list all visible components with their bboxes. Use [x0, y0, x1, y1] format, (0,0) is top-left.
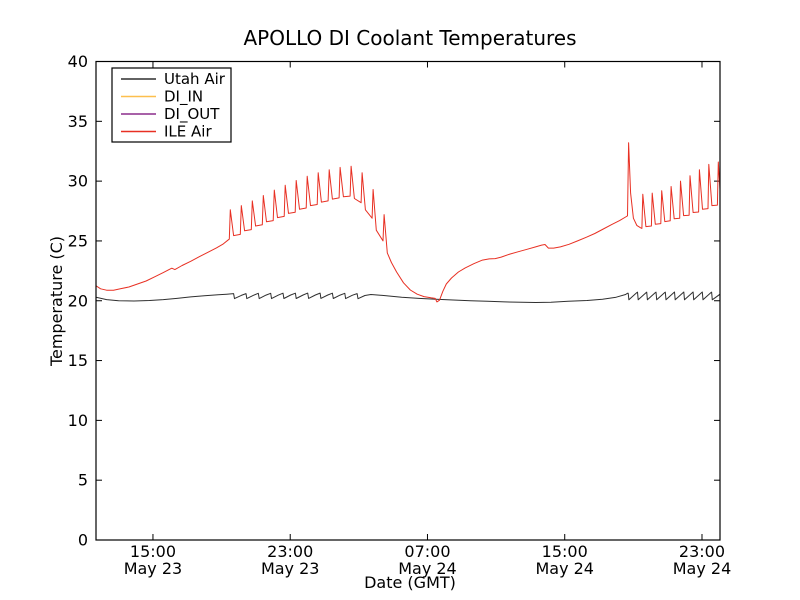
x-tick-time-label: 15:00 [130, 542, 176, 561]
series-line-ile-air [96, 142, 720, 303]
y-tick-label: 0 [78, 531, 88, 550]
x-tick-date-label: May 23 [124, 559, 183, 578]
y-tick-label: 30 [68, 172, 88, 191]
x-tick-date-label: May 24 [398, 559, 457, 578]
x-tick-time-label: 07:00 [404, 542, 450, 561]
y-tick-label: 35 [68, 112, 88, 131]
y-tick-label: 25 [68, 231, 88, 250]
x-tick-time-label: 15:00 [542, 542, 588, 561]
x-tick-date-label: May 24 [673, 559, 732, 578]
legend-label: Utah Air [164, 70, 226, 88]
y-tick-label: 10 [68, 411, 88, 430]
x-tick-time-label: 23:00 [267, 542, 313, 561]
y-axis-label: Temperature (C) [47, 236, 66, 367]
x-tick-date-label: May 24 [535, 559, 594, 578]
x-axis-label: Date (GMT) [364, 573, 456, 592]
y-tick-label: 20 [68, 291, 88, 310]
legend-label: ILE Air [164, 123, 212, 141]
x-tick-date-label: May 23 [261, 559, 320, 578]
x-tick-time-label: 23:00 [679, 542, 725, 561]
y-tick-label: 5 [78, 471, 88, 490]
legend-box [111, 67, 232, 143]
plot-frame [95, 60, 721, 541]
plot-series [96, 142, 720, 303]
legend-label: DI_OUT [164, 105, 220, 124]
y-tick-label: 15 [68, 351, 88, 370]
legend-label: DI_IN [164, 88, 203, 107]
y-tick-label: 40 [68, 52, 88, 71]
chart-title: APOLLO DI Coolant Temperatures [243, 26, 576, 50]
series-line-utah-air [96, 291, 720, 303]
